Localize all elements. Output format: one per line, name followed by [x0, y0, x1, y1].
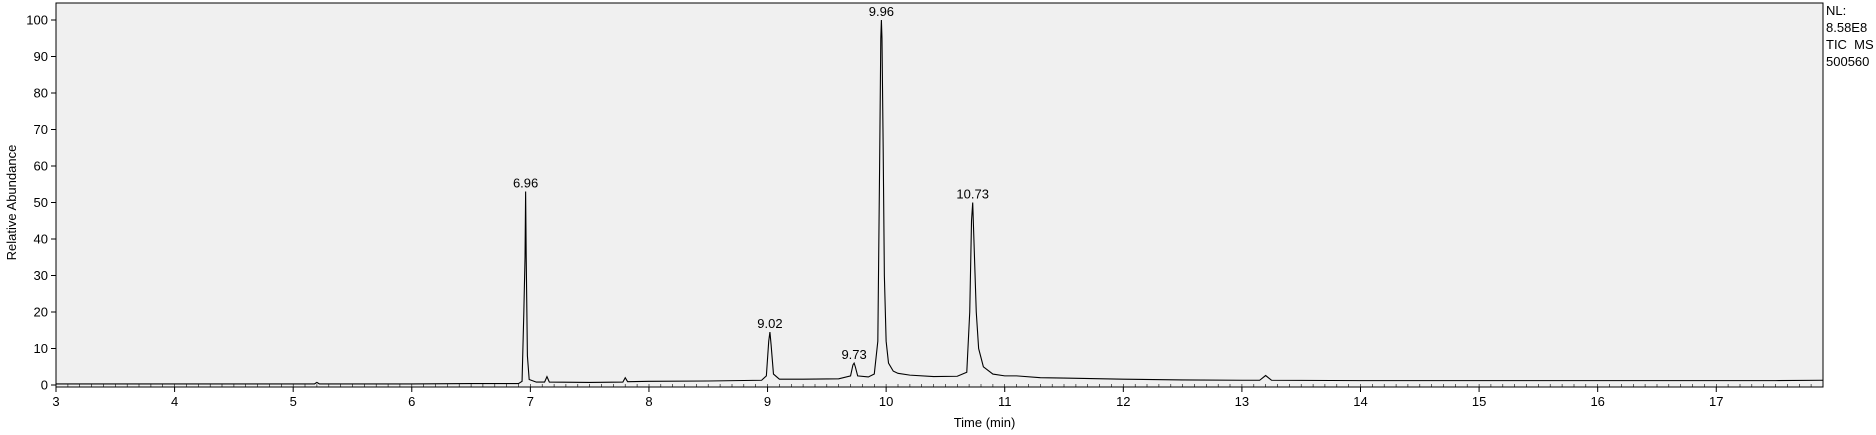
x-tick-label: 13 [1235, 394, 1249, 409]
y-tick-label: 80 [34, 86, 48, 101]
x-axis: 3 4 5 6 7 8 9 10 11 12 13 14 15 16 17 [52, 387, 1724, 409]
y-axis-title: Relative Abundance [4, 145, 19, 261]
x-tick-label: 9 [764, 394, 771, 409]
x-tick-label: 5 [290, 394, 297, 409]
x-minor-ticks [67, 384, 1824, 387]
x-tick-label: 4 [171, 394, 178, 409]
tic-trace-line [56, 19, 1824, 385]
y-tick-label: 90 [34, 49, 48, 64]
trace-info: NL: 8.58E8 TIC MS 500560 [1826, 2, 1874, 70]
plot-area [55, 2, 1824, 388]
y-tick-label: 100 [26, 13, 48, 28]
y-tick-label: 30 [34, 268, 48, 283]
sample-id: 500560 [1826, 54, 1870, 69]
y-tick-label: 40 [34, 232, 48, 247]
peak-label: 6.96 [513, 176, 538, 191]
x-tick-label: 15 [1472, 394, 1486, 409]
nl-value: 8.58E8 [1826, 20, 1868, 35]
x-axis-title: Time (min) [954, 415, 1016, 430]
x-tick-label: 17 [1709, 394, 1723, 409]
x-tick-label: 7 [527, 394, 534, 409]
x-tick-label: 16 [1590, 394, 1604, 409]
peak-label: 9.02 [757, 316, 782, 331]
y-tick-label: 20 [34, 305, 48, 320]
y-tick-label: 10 [34, 341, 48, 356]
peak-labels: 6.96 9.02 9.73 9.96 10.73 [513, 4, 989, 362]
x-tick-label: 8 [645, 394, 652, 409]
y-tick-label: 60 [34, 159, 48, 174]
y-axis: 0 10 20 30 40 50 60 70 80 90 100 [26, 13, 56, 393]
x-tick-label: 6 [408, 394, 415, 409]
x-tick-label: 14 [1353, 394, 1367, 409]
peak-label: 10.73 [956, 187, 989, 202]
y-tick-label: 50 [34, 195, 48, 210]
y-tick-label: 0 [41, 378, 48, 393]
peak-label: 9.73 [841, 347, 866, 362]
peak-label: 9.96 [869, 4, 894, 19]
x-tick-label: 10 [879, 394, 893, 409]
x-tick-label: 3 [52, 394, 59, 409]
x-tick-label: 12 [1116, 394, 1130, 409]
y-tick-label: 70 [34, 122, 48, 137]
nl-label: NL: [1826, 3, 1847, 18]
trace-type: TIC MS [1826, 37, 1874, 52]
x-tick-label: 11 [998, 394, 1012, 409]
